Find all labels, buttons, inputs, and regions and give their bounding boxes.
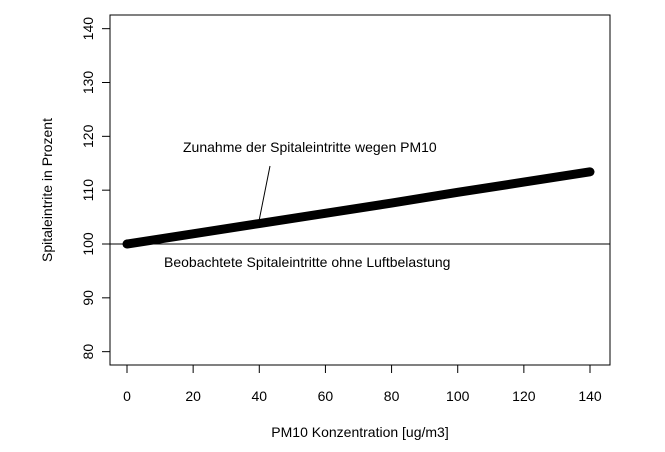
- x-tick-label: 100: [446, 388, 470, 404]
- y-tick-label: 140: [80, 17, 96, 41]
- y-axis-label: Spitaleintrite in Prozent: [39, 118, 55, 262]
- data-series: [122, 167, 595, 249]
- axes: 0 20 40 60 80 100 120 140 80 90 100 110 120 130 140: [80, 14, 611, 404]
- y-tick-label: 130: [80, 71, 96, 95]
- series-line: [122, 167, 595, 249]
- x-tick-label: 140: [578, 388, 602, 404]
- plot-frame: [109, 14, 611, 366]
- x-tick-label: 0: [123, 388, 131, 404]
- x-tick-label: 120: [512, 388, 536, 404]
- y-tick-label: 110: [80, 179, 96, 202]
- annotation-baseline: Beobachtete Spitaleintritte ohne Luftbel…: [164, 254, 450, 270]
- annotation-pointer: [258, 165, 271, 220]
- y-tick-label: 90: [80, 290, 96, 306]
- x-tick-label: 60: [318, 388, 334, 404]
- x-axis-label: PM10 Konzentration [ug/m3]: [271, 424, 448, 440]
- y-tick-label: 100: [80, 232, 96, 256]
- x-tick-label: 40: [251, 388, 267, 404]
- x-tick-label: 20: [185, 388, 201, 404]
- x-tick-label: 80: [384, 388, 400, 404]
- y-tick-label: 120: [80, 124, 96, 148]
- y-tick-label: 80: [80, 344, 96, 360]
- annotation-increase: Zunahme der Spitaleintritte wegen PM10: [183, 139, 437, 155]
